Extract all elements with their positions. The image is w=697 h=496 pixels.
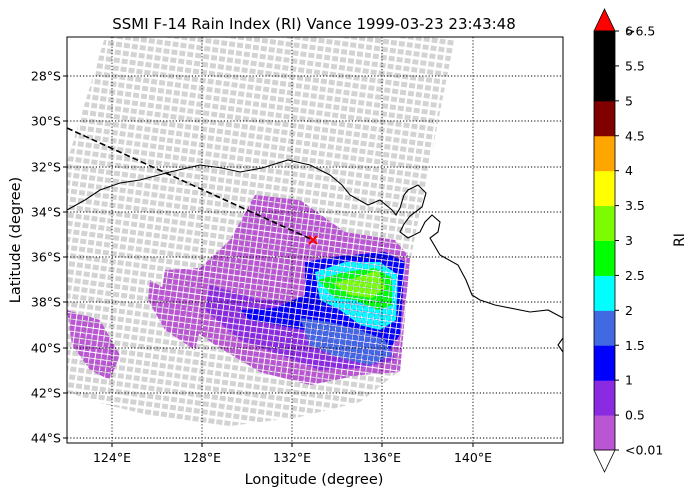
lat-tick-label: 36°S [31, 250, 61, 265]
lat-tick-label: 28°S [31, 69, 61, 84]
colorbar-tick-label: 2 [625, 303, 633, 318]
y-axis-label: Latitude (degree) [8, 177, 24, 303]
colorbar-tick-label: 3.5 [625, 198, 645, 213]
colorbar-tick-label: <0.01 [625, 443, 663, 458]
colorbar-tick-label: 5.5 [625, 58, 645, 73]
colorbar-bin [594, 100, 615, 137]
colorbar-tick-label: >6.5 [625, 24, 655, 39]
lat-tick-label: 42°S [31, 386, 61, 401]
colorbar-tick-label: 6 [625, 24, 633, 39]
colorbar: <0.01 0.5 1 1.5 2 2.5 3 3.5 4 4.5 5 5.5 6>6.5 [593, 8, 663, 473]
lat-tick-label: 32°S [31, 160, 61, 175]
colorbar-bin [594, 380, 615, 416]
rain-index-field [67, 195, 410, 385]
colorbar-bin [594, 275, 615, 311]
lat-tick-label: 40°S [31, 341, 61, 356]
island-coast [557, 337, 563, 353]
lon-tick-label: 124°E [93, 450, 131, 465]
colorbar-tick-label: 4.5 [625, 128, 645, 143]
lat-tick-label: 44°S [31, 431, 61, 446]
colorbar-tick-label: 3 [625, 233, 633, 248]
lat-tick-labels: 28°S 30°S 32°S 34°S 36°S 38°S 40°S 42°S … [31, 69, 61, 446]
colorbar-bin [594, 31, 615, 67]
map-title: SSMI F-14 Rain Index (RI) Vance 1999-03-… [112, 15, 516, 33]
lon-tick-label: 140°E [454, 450, 492, 465]
lat-tick-label: 34°S [31, 205, 61, 220]
colorbar-label: RI [672, 233, 688, 247]
colorbar-bin [594, 310, 615, 346]
colorbar-bin [594, 170, 615, 207]
map-frame [66, 36, 564, 444]
colorbar-bin [594, 135, 615, 172]
colorbar-under-arrow [593, 449, 616, 473]
colorbar-tick-label: 1 [625, 373, 633, 388]
colorbar-bin [594, 345, 615, 381]
colorbar-bin [594, 415, 615, 451]
graticule [67, 37, 563, 443]
coastline [67, 159, 563, 319]
x-axis-label: Longitude (degree) [245, 472, 384, 488]
colorbar-bin [594, 240, 615, 276]
colorbar-tick-label: 2.5 [625, 268, 645, 283]
colorbar-bin [594, 65, 615, 102]
colorbar-tick-label: 4 [625, 163, 633, 178]
ri-region-peak [332, 270, 386, 298]
lon-tick-labels: 124°E 128°E 132°E 136°E 140°E [93, 450, 492, 465]
storm-position-marker [308, 235, 318, 245]
ri-region-scatter-southwest [148, 280, 200, 350]
axis-ticks [63, 75, 474, 447]
lat-tick-label: 38°S [31, 295, 61, 310]
map-plot-area [67, 37, 563, 443]
ri-region-scatter-west [67, 310, 120, 380]
colorbar-tick-label: 5 [625, 93, 633, 108]
storm-track-line [67, 127, 314, 241]
lat-tick-label: 30°S [31, 114, 61, 129]
colorbar-bin [594, 205, 615, 241]
ri-region-moderate-high [300, 318, 392, 365]
colorbar-tick-label: 1.5 [625, 338, 645, 353]
colorbar-tick-label: 0.5 [625, 408, 645, 423]
lon-tick-label: 136°E [363, 450, 401, 465]
lon-tick-label: 132°E [273, 450, 311, 465]
lon-tick-label: 128°E [183, 450, 221, 465]
colorbar-over-arrow [593, 8, 616, 32]
